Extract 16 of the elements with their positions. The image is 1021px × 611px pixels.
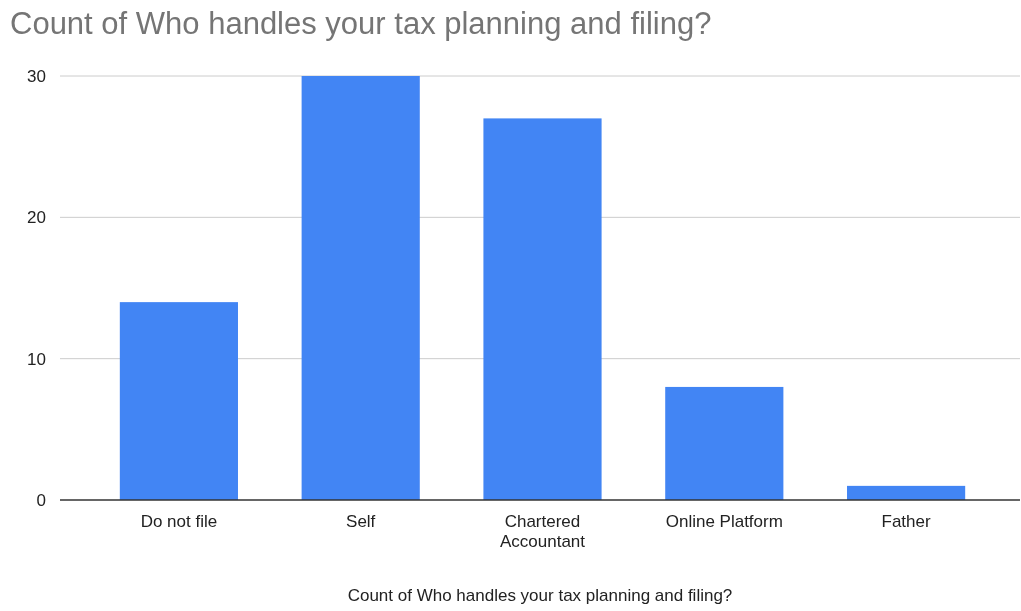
y-tick-label: 20 <box>27 208 46 228</box>
x-axis-title: Count of Who handles your tax planning and filing? <box>347 586 733 605</box>
y-tick-label: 10 <box>27 349 46 369</box>
x-tick-label: Online Platform <box>665 512 783 531</box>
bar <box>301 76 420 500</box>
x-tick-label: Chartered Accountant <box>499 512 586 551</box>
x-tick-label: Do not file <box>140 512 218 531</box>
chart-title: Count of Who handles your tax planning and filing? <box>10 6 712 41</box>
bar <box>847 485 966 500</box>
bar <box>665 386 784 500</box>
bar <box>483 118 602 500</box>
x-tick-label: Self <box>346 512 376 531</box>
y-tick-label: 0 <box>36 490 46 510</box>
bar <box>119 302 238 500</box>
y-tick-label: 30 <box>27 66 46 86</box>
x-tick-label: Father <box>881 512 931 531</box>
